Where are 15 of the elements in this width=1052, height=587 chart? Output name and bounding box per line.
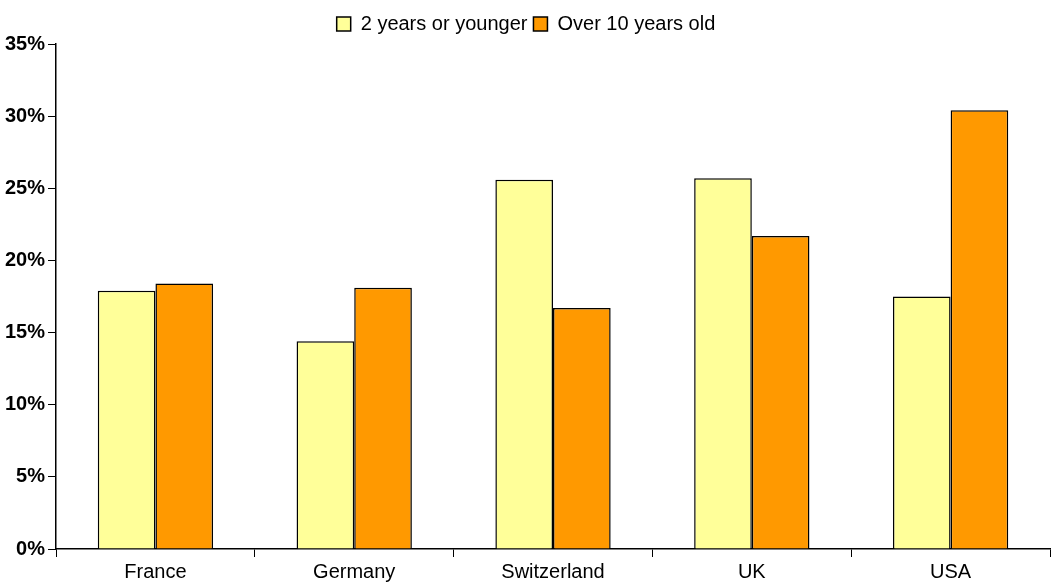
y-tick-label: 30% <box>5 103 46 126</box>
y-tick-label: 0% <box>16 536 46 559</box>
x-tick-label: Switzerland <box>501 559 605 582</box>
x-tick-label: UK <box>737 559 767 582</box>
y-tick-label: 5% <box>16 464 46 487</box>
y-tick-label: 25% <box>5 175 46 198</box>
y-tick-label: 10% <box>5 392 46 415</box>
legend-label: 2 years or younger <box>360 11 528 34</box>
y-tick-label: 20% <box>5 247 46 270</box>
x-tick-label: USA <box>930 559 972 582</box>
y-tick-label: 35% <box>5 31 46 54</box>
y-tick-label: 15% <box>5 320 46 343</box>
legend-label: Over 10 years old <box>557 11 716 34</box>
x-tick-label: France <box>124 559 187 582</box>
x-tick-label: Germany <box>313 559 396 582</box>
